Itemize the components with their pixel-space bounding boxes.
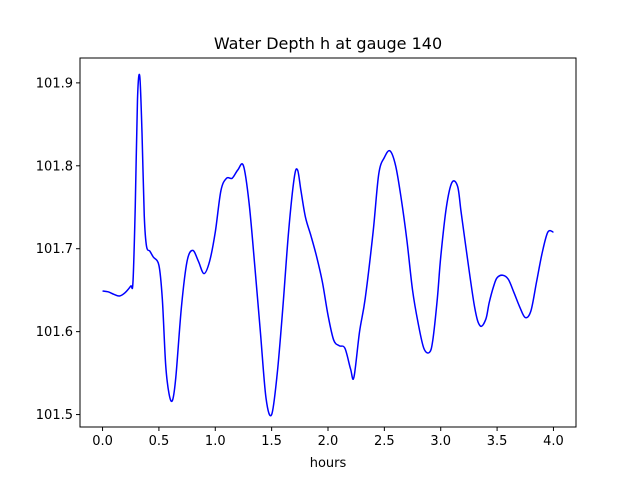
plot-area (102, 73, 554, 417)
axes-frame (79, 57, 577, 428)
y-axis-ticks: 101.5 101.6 101.7 101.8 101.9 (36, 76, 80, 423)
x-tick-label: 2.5 (374, 434, 395, 449)
y-tick-label: 101.8 (36, 159, 73, 174)
x-tick-label: 2.0 (318, 434, 339, 449)
x-tick-label: 3.5 (487, 434, 508, 449)
y-tick-label: 101.9 (36, 76, 73, 91)
x-tick-label: 0.5 (149, 434, 170, 449)
x-tick-label: 1.5 (261, 434, 282, 449)
y-tick-label: 101.5 (36, 408, 73, 423)
y-tick-label: 101.6 (36, 325, 73, 340)
chart-title: Water Depth h at gauge 140 (214, 34, 442, 53)
series-line-0 (102, 73, 554, 417)
x-tick-label: 1.0 (205, 434, 226, 449)
x-tick-label: 3.0 (430, 434, 451, 449)
y-tick-label: 101.7 (36, 242, 73, 257)
x-axis-label: hours (310, 456, 347, 471)
x-axis-ticks: 0.0 0.5 1.0 1.5 2.0 2.5 3.0 3.5 4.0 (92, 427, 564, 449)
x-tick-label: 4.0 (543, 434, 564, 449)
x-tick-label: 0.0 (92, 434, 113, 449)
